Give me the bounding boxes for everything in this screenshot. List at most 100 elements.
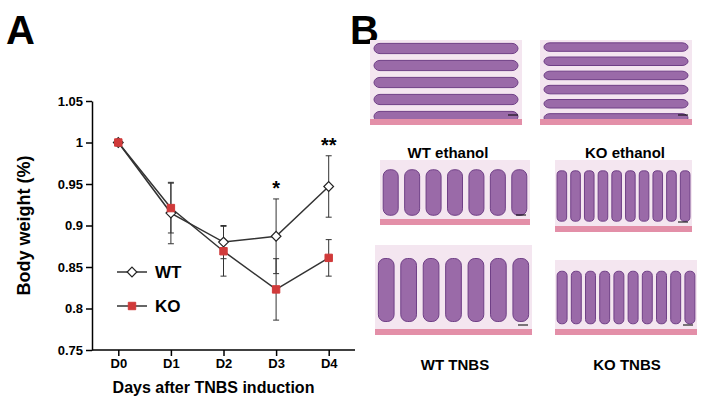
muscle-layer (555, 226, 692, 232)
villus (653, 171, 663, 221)
villus (614, 271, 624, 324)
muscle-layer (540, 119, 692, 125)
scale-bar (516, 215, 526, 216)
tick-mark (118, 350, 120, 356)
villus (513, 259, 529, 322)
tick-label: 1 (76, 135, 83, 150)
villus (512, 170, 527, 216)
histology-image (555, 260, 697, 335)
point (325, 254, 332, 261)
error-bar (221, 226, 227, 276)
tick-mark (86, 267, 92, 269)
error-cap (221, 225, 227, 226)
y-axis-title: Body weight (%) (14, 156, 34, 296)
histology-image (380, 160, 530, 225)
y-axis: 0.750.80.850.90.9511.05 (58, 94, 93, 358)
error-cap (273, 258, 279, 259)
error-cap (221, 276, 227, 277)
x-axis: D0D1D2D3D4 (92, 350, 355, 371)
error-bar (273, 259, 279, 320)
error-cap (326, 217, 332, 218)
point (272, 286, 279, 293)
scale-bar (683, 325, 693, 326)
villus (423, 259, 439, 322)
legend-item: WT (117, 263, 182, 282)
tick: 0.95 (58, 177, 92, 192)
villus (626, 171, 636, 221)
point (324, 182, 334, 192)
point (113, 138, 123, 148)
legend-item: KO (117, 297, 181, 316)
tick-mark (86, 184, 92, 186)
villus (491, 259, 507, 322)
error-cap (273, 320, 279, 321)
error-cap (221, 226, 227, 227)
image-background (540, 40, 692, 125)
error-cap (326, 239, 332, 240)
villus (639, 171, 649, 221)
plot-marks (113, 138, 333, 320)
error-bar (326, 240, 332, 277)
error-cap (168, 182, 174, 183)
histology-image (370, 40, 522, 125)
villus (680, 171, 690, 221)
image-background (555, 160, 692, 232)
histology-image (555, 160, 692, 232)
villus (544, 71, 688, 80)
histology-image (375, 245, 532, 335)
tick-label: 0.85 (58, 260, 83, 275)
villus (446, 259, 462, 322)
villus (667, 171, 677, 221)
panel-label: A (6, 8, 35, 52)
error-bar (168, 183, 174, 233)
tick: 1 (76, 135, 92, 150)
scale-bar (518, 325, 528, 326)
legend-label: WT (155, 263, 182, 282)
villus (374, 77, 518, 87)
panel-caption: WT ethanol (408, 144, 489, 161)
x-axis-title: Days after TNBS induction (113, 379, 315, 396)
annotation: ** (321, 134, 337, 156)
villus (448, 170, 463, 216)
villus (544, 85, 688, 94)
series-line (118, 143, 328, 290)
point (220, 248, 227, 255)
tick-label: 1.05 (58, 94, 83, 109)
muscle-layer (380, 219, 530, 225)
tick-mark (171, 350, 173, 356)
villus (642, 271, 652, 324)
muscle-layer (375, 329, 532, 335)
point (219, 237, 229, 247)
legend-marker (127, 267, 137, 277)
tick-label: 0.8 (65, 301, 83, 316)
villus (544, 43, 688, 52)
villus (571, 271, 581, 324)
tick-label: 0.9 (65, 218, 83, 233)
tick-mark (86, 308, 92, 310)
point (271, 231, 281, 241)
tick: D3 (268, 350, 285, 371)
tick-label: D1 (163, 356, 180, 371)
tick: D4 (321, 350, 338, 371)
villus (598, 171, 608, 221)
legend: WT KO (117, 263, 182, 316)
error-cap (168, 243, 174, 244)
villus (544, 57, 688, 66)
villus (426, 170, 441, 216)
tick-mark (86, 225, 92, 227)
scale-bar (508, 115, 518, 116)
image-background (555, 260, 697, 335)
image-background (370, 40, 522, 125)
point (167, 204, 174, 211)
histology-image (540, 40, 692, 125)
villus (405, 170, 420, 216)
legend-marker (128, 302, 135, 309)
figure: A0.750.80.850.90.9511.05D0D1D2D3D4Body w… (0, 0, 717, 411)
point (115, 139, 122, 146)
image-background (375, 245, 532, 335)
villus (685, 271, 695, 324)
scale-bar (678, 115, 688, 116)
scale-bar (678, 222, 688, 223)
tick: D1 (163, 350, 180, 371)
villus (544, 100, 688, 109)
